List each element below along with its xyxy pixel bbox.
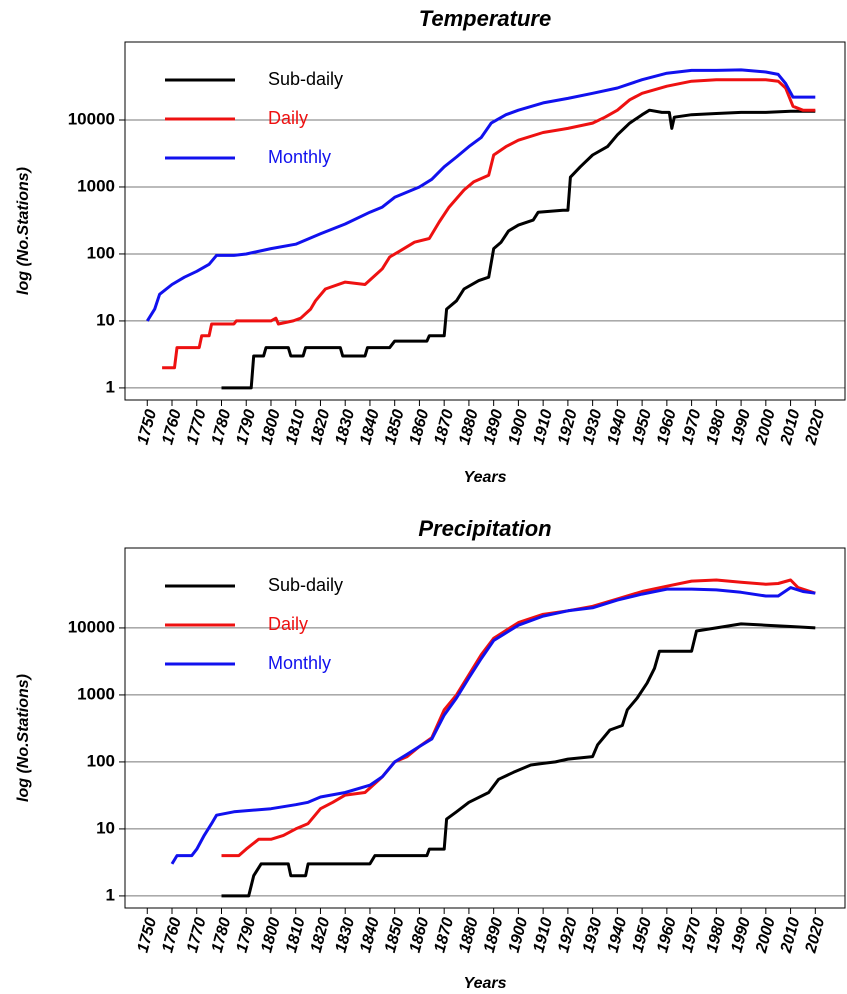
x-tick-label: 1790 <box>234 408 260 447</box>
y-tick-label: 10 <box>96 818 115 837</box>
series-line <box>170 586 816 865</box>
x-tick-label: 2020 <box>802 408 828 448</box>
x-tick-label: 1800 <box>258 916 284 955</box>
x-tick-label: 1810 <box>283 916 309 955</box>
series-line <box>146 68 816 322</box>
x-tick-label: 1820 <box>308 408 334 447</box>
x-tick-label: 1780 <box>209 408 235 447</box>
x-tick-label: 1840 <box>357 408 383 447</box>
x-tick-label: 1860 <box>407 408 433 447</box>
y-tick-label: 100 <box>87 751 115 770</box>
x-tick-label: 2000 <box>753 916 779 956</box>
x-tick-label: 1930 <box>580 916 606 955</box>
x-tick-label: 1950 <box>629 916 655 955</box>
x-tick-label: 1840 <box>357 916 383 955</box>
x-tick-label: 1870 <box>431 916 457 955</box>
legend-label: Sub-daily <box>268 69 343 89</box>
x-tick-label: 1790 <box>234 916 260 955</box>
x-tick-label: 1950 <box>629 408 655 447</box>
x-tick-label: 1980 <box>704 916 730 955</box>
x-tick-label: 2010 <box>778 916 804 956</box>
x-tick-label: 1750 <box>135 408 161 447</box>
y-tick-label: 10000 <box>68 109 115 128</box>
x-tick-label: 1830 <box>333 916 359 955</box>
x-tick-label: 1940 <box>605 408 631 447</box>
x-tick-label: 1900 <box>506 408 532 447</box>
x-tick-label: 1750 <box>135 916 161 955</box>
chart-title: Temperature <box>419 6 551 31</box>
x-tick-label: 1910 <box>530 408 556 447</box>
x-tick-label: 1880 <box>456 408 482 447</box>
x-tick-label: 1880 <box>456 916 482 955</box>
x-tick-label: 1890 <box>481 408 507 447</box>
x-tick-label: 1820 <box>308 916 334 955</box>
x-tick-label: 1890 <box>481 916 507 955</box>
x-tick-label: 2020 <box>802 916 828 956</box>
x-tick-label: 1960 <box>654 408 680 447</box>
legend-label: Daily <box>268 614 308 634</box>
x-tick-label: 1770 <box>184 916 210 955</box>
x-tick-label: 1850 <box>382 916 408 955</box>
x-tick-label: 1900 <box>506 916 532 955</box>
y-tick-label: 1000 <box>77 176 115 195</box>
x-tick-label: 1960 <box>654 916 680 955</box>
chart-panel: Precipitation Years log (No.Stations) 1 10 10… <box>15 516 846 992</box>
y-axis-title: log (No.Stations) <box>15 674 32 802</box>
x-tick-label: 1770 <box>184 408 210 447</box>
plot-frame <box>124 41 846 401</box>
series-line <box>221 108 816 390</box>
x-tick-label: 1760 <box>159 916 185 955</box>
y-tick-label: 10 <box>96 310 115 329</box>
x-tick-label: 1990 <box>728 408 754 447</box>
x-tick-label: 1970 <box>679 916 705 955</box>
y-tick-label: 1000 <box>77 684 115 703</box>
y-tick-label: 10000 <box>68 617 115 636</box>
y-tick-label: 1 <box>106 377 115 396</box>
x-tick-label: 1870 <box>431 408 457 447</box>
x-tick-label: 1980 <box>704 408 730 447</box>
x-tick-label: 1830 <box>333 408 359 447</box>
x-tick-label: 1940 <box>605 916 631 955</box>
legend-label: Sub-daily <box>268 575 343 595</box>
series-line <box>162 78 816 370</box>
chart-title: Precipitation <box>418 516 551 541</box>
y-axis-title: log (No.Stations) <box>15 167 32 295</box>
x-tick-label: 1760 <box>159 408 185 447</box>
series-line <box>221 622 816 898</box>
x-tick-label: 1800 <box>258 408 284 447</box>
series-line <box>221 578 816 858</box>
x-tick-label: 1920 <box>555 916 581 955</box>
chart-panel: Temperature Years log (No.Stations) 1 10 100 1… <box>15 6 846 486</box>
x-tick-label: 1860 <box>407 916 433 955</box>
legend-label: Monthly <box>268 653 331 673</box>
x-tick-label: 1780 <box>209 916 235 955</box>
x-tick-label: 1920 <box>555 408 581 447</box>
y-tick-label: 1 <box>106 885 115 904</box>
x-tick-label: 1850 <box>382 408 408 447</box>
legend-label: Monthly <box>268 147 331 167</box>
x-tick-label: 1810 <box>283 408 309 447</box>
plot-frame <box>124 547 846 909</box>
x-tick-label: 1910 <box>530 916 556 955</box>
x-tick-label: 1970 <box>679 408 705 447</box>
legend-label: Daily <box>268 108 308 128</box>
x-tick-label: 2000 <box>753 408 779 448</box>
x-tick-label: 2010 <box>778 408 804 448</box>
x-axis-title: Years <box>464 975 507 992</box>
x-tick-label: 1930 <box>580 408 606 447</box>
x-tick-label: 1990 <box>728 916 754 955</box>
y-tick-label: 100 <box>87 243 115 262</box>
x-axis-title: Years <box>464 469 507 486</box>
